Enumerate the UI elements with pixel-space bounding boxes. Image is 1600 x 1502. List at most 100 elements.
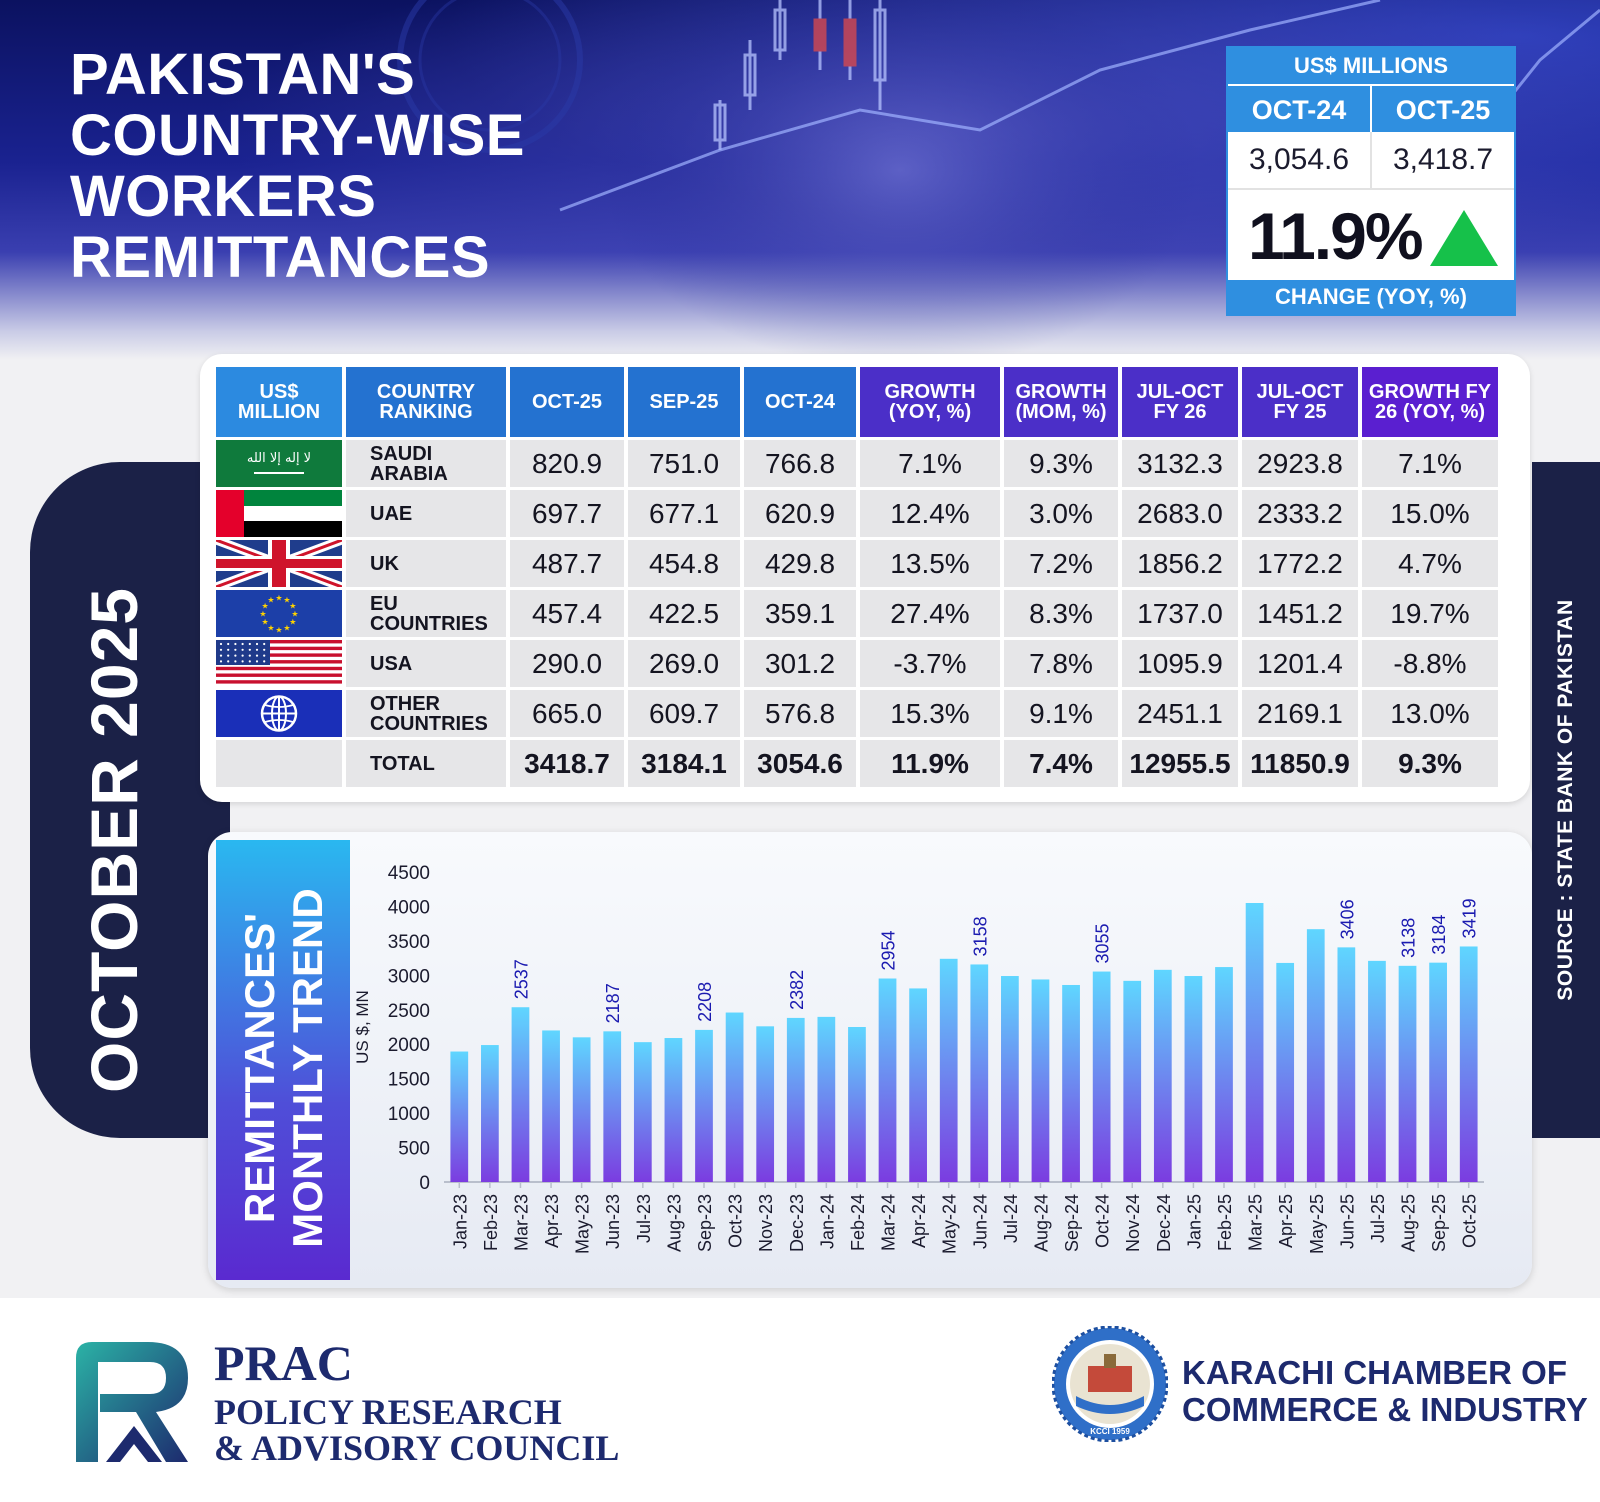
x-tick-label: Jul-23 xyxy=(634,1194,654,1243)
svg-text:★: ★ xyxy=(289,618,296,627)
x-tick-label: Sep-24 xyxy=(1062,1194,1082,1252)
title-line-4: REMITTANCES xyxy=(70,225,491,290)
cell-yoy: 12.4% xyxy=(860,490,1000,537)
bar-Feb-23 xyxy=(481,1045,499,1182)
period-band xyxy=(30,462,230,1138)
bar-Dec-23 xyxy=(786,1017,805,1182)
table-row: ﻻ ﺇﻟﻪ ﺇﻻ ﺍﻟﻠﻪ SAUDI ARABIA 820.9 751.0 766.… xyxy=(216,440,1498,487)
bar-Jan-23 xyxy=(450,1051,469,1182)
summary-col-curr: OCT-25 xyxy=(1372,84,1514,132)
cell-fy26: 12955.5 xyxy=(1122,740,1238,787)
country-name: EU COUNTRIES xyxy=(346,590,506,637)
table-row: OTHER COUNTRIES 665.0 609.7 576.8 15.3% 9.1% 2… xyxy=(216,690,1498,737)
monthly-trend-card: REMITTANCES' MONTHLY TREND 0 500 1000 1500 20… xyxy=(208,832,1532,1288)
globe-flag-icon xyxy=(216,690,342,737)
summary-value-prev: 3,054.6 xyxy=(1228,132,1372,188)
cell-oct24: 359.1 xyxy=(744,590,856,637)
prac-logo-icon xyxy=(76,1342,188,1462)
cell-sep25: 269.0 xyxy=(628,640,740,687)
bar-Jun-25 xyxy=(1337,947,1356,1182)
x-tick-label: Sep-25 xyxy=(1429,1194,1449,1252)
eu-flag-icon: ★ ★ ★ ★ ★ ★ ★ ★ ★ ★ ★ ★ xyxy=(216,590,342,637)
cell-mom: 7.4% xyxy=(1004,740,1118,787)
cell-sep25: 609.7 xyxy=(628,690,740,737)
x-tick-label: Oct-24 xyxy=(1093,1194,1113,1248)
bar-Sep-24 xyxy=(1062,984,1080,1182)
cell-sep25: 3184.1 xyxy=(628,740,740,787)
bar-Oct-24 xyxy=(1092,971,1111,1182)
x-tick-label: Jul-24 xyxy=(1001,1194,1021,1243)
country-name: UK xyxy=(346,540,506,587)
svg-text:★: ★ xyxy=(262,602,269,611)
kcci-line-2: COMMERCE & INDUSTRY xyxy=(1182,1391,1588,1428)
cell-fyg: -8.8% xyxy=(1362,640,1498,687)
x-tick-label: May-23 xyxy=(573,1194,593,1254)
saudi-arabia-flag-icon: ﻻ ﺇﻟﻪ ﺇﻻ ﺍﻟﻠﻪ xyxy=(216,440,342,487)
bar-Apr-24 xyxy=(909,988,927,1182)
x-tick-label: Aug-23 xyxy=(664,1194,684,1252)
data-label: 2954 xyxy=(879,930,899,970)
cell-mom: 3.0% xyxy=(1004,490,1118,537)
cell-oct25: 487.7 xyxy=(510,540,624,587)
country-name: USA xyxy=(346,640,506,687)
bar-Jan-25 xyxy=(1184,976,1203,1182)
uae-flag-icon xyxy=(216,490,342,537)
cell-sep25: 454.8 xyxy=(628,540,740,587)
table-row: ★ ★ ★ ★ ★ ★ ★ ★ ★ ★ ★ ★ EU COUNTRIES 457.4 422.5 359.1 2… xyxy=(216,590,1498,637)
cell-oct25: 697.7 xyxy=(510,490,624,537)
cell-sep25: 422.5 xyxy=(628,590,740,637)
x-tick-label: Oct-23 xyxy=(726,1194,746,1248)
summary-value-curr: 3,418.7 xyxy=(1392,143,1494,176)
svg-text:★: ★ xyxy=(289,602,296,611)
empty-flag-cell xyxy=(216,740,342,787)
cell-fyg: 4.7% xyxy=(1362,540,1498,587)
cell-yoy: 13.5% xyxy=(860,540,1000,587)
header-fy26: JUL-OCT FY 26 xyxy=(1122,367,1238,437)
summary-box: US$ MILLIONS OCT-24 OCT-25 3,054.6 3,418… xyxy=(1226,46,1516,316)
cell-fyg: 9.3% xyxy=(1362,740,1498,787)
title-line-3: WORKERS xyxy=(70,164,377,229)
page-title: PAKISTAN'S COUNTRY-WISE WORKERS REMITTAN… xyxy=(70,44,590,288)
summary-change-value: 11.9% xyxy=(1248,199,1423,273)
data-label: 2537 xyxy=(511,959,531,999)
y-tick-label: 2000 xyxy=(388,1035,430,1056)
prac-line-1: POLICY RESEARCH xyxy=(214,1392,562,1432)
bar-May-25 xyxy=(1306,929,1325,1182)
cell-mom: 7.8% xyxy=(1004,640,1118,687)
cell-fy25: 11850.9 xyxy=(1242,740,1358,787)
y-tick-label: 1500 xyxy=(388,1070,430,1091)
svg-text:★: ★ xyxy=(267,623,274,632)
cell-oct24: 576.8 xyxy=(744,690,856,737)
country-name: OTHER COUNTRIES xyxy=(346,690,506,737)
header-country: COUNTRY RANKING xyxy=(346,367,506,437)
y-tick-label: 3500 xyxy=(388,932,430,953)
svg-text:★: ★ xyxy=(275,626,282,635)
x-tick-label: Jan-25 xyxy=(1184,1194,1204,1249)
header-banner: PAKISTAN'S COUNTRY-WISE WORKERS REMITTAN… xyxy=(0,0,1600,360)
remittance-table: US$ MILLION COUNTRY RANKING OCT-25 SEP-2… xyxy=(212,364,1502,790)
table-row: UAE 697.7 677.1 620.9 12.4% 3.0% 2683.0 2333.2 1… xyxy=(216,490,1498,537)
data-label: 3406 xyxy=(1337,899,1357,939)
source-label: SOURCE : STATE BANK OF PAKISTAN xyxy=(1554,599,1577,1001)
country-name: UAE xyxy=(346,490,506,537)
kcci-name: KARACHI CHAMBER OF COMMERCE & INDUSTRY xyxy=(1182,1354,1588,1428)
x-tick-label: Feb-23 xyxy=(481,1194,501,1251)
header-sep25: SEP-25 xyxy=(628,367,740,437)
cell-yoy: 15.3% xyxy=(860,690,1000,737)
x-tick-label: Nov-24 xyxy=(1123,1194,1143,1252)
bar-Oct-23 xyxy=(725,1012,744,1182)
bar-Jul-24 xyxy=(1001,976,1019,1182)
country-name: TOTAL xyxy=(346,740,506,787)
cell-oct24: 766.8 xyxy=(744,440,856,487)
x-tick-label: Mar-24 xyxy=(879,1194,899,1251)
y-tick-label: 2500 xyxy=(388,1001,430,1022)
cell-mom: 9.1% xyxy=(1004,690,1118,737)
cell-fy25: 2333.2 xyxy=(1242,490,1358,537)
cell-mom: 9.3% xyxy=(1004,440,1118,487)
bar-Aug-24 xyxy=(1031,979,1050,1182)
y-tick-label: 1000 xyxy=(388,1104,430,1125)
bar-Sep-25 xyxy=(1429,962,1447,1182)
summary-col-prev: OCT-24 xyxy=(1228,84,1372,132)
table-row: USA 290.0 269.0 301.2 -3.7% 7.8% 1095.9 1201.4-… xyxy=(216,640,1498,687)
x-tick-label: Apr-23 xyxy=(542,1194,562,1248)
